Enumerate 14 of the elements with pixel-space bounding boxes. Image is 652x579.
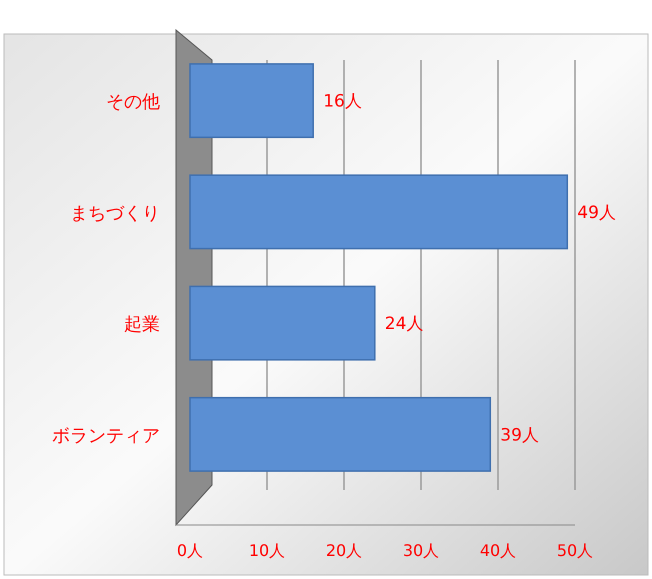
- data-label: 16人: [323, 92, 362, 112]
- x-tick-label: 0人: [176, 541, 204, 560]
- x-tick-label: 20人: [326, 541, 362, 560]
- data-label: 39人: [500, 425, 539, 446]
- x-tick-label: 50人: [556, 541, 594, 560]
- x-tick-label: 40人: [480, 541, 516, 560]
- y-tick-label: ボランティア: [52, 425, 160, 446]
- y-tick-label: まちづくり: [70, 202, 160, 224]
- x-tick-label: 30人: [402, 541, 440, 560]
- y-tick-label: 起業: [124, 314, 160, 336]
- data-label: 24人: [384, 314, 424, 334]
- y-tick-label: その他: [106, 92, 160, 113]
- x-tick-label: 10人: [248, 541, 286, 560]
- data-label: 49人: [577, 202, 616, 223]
